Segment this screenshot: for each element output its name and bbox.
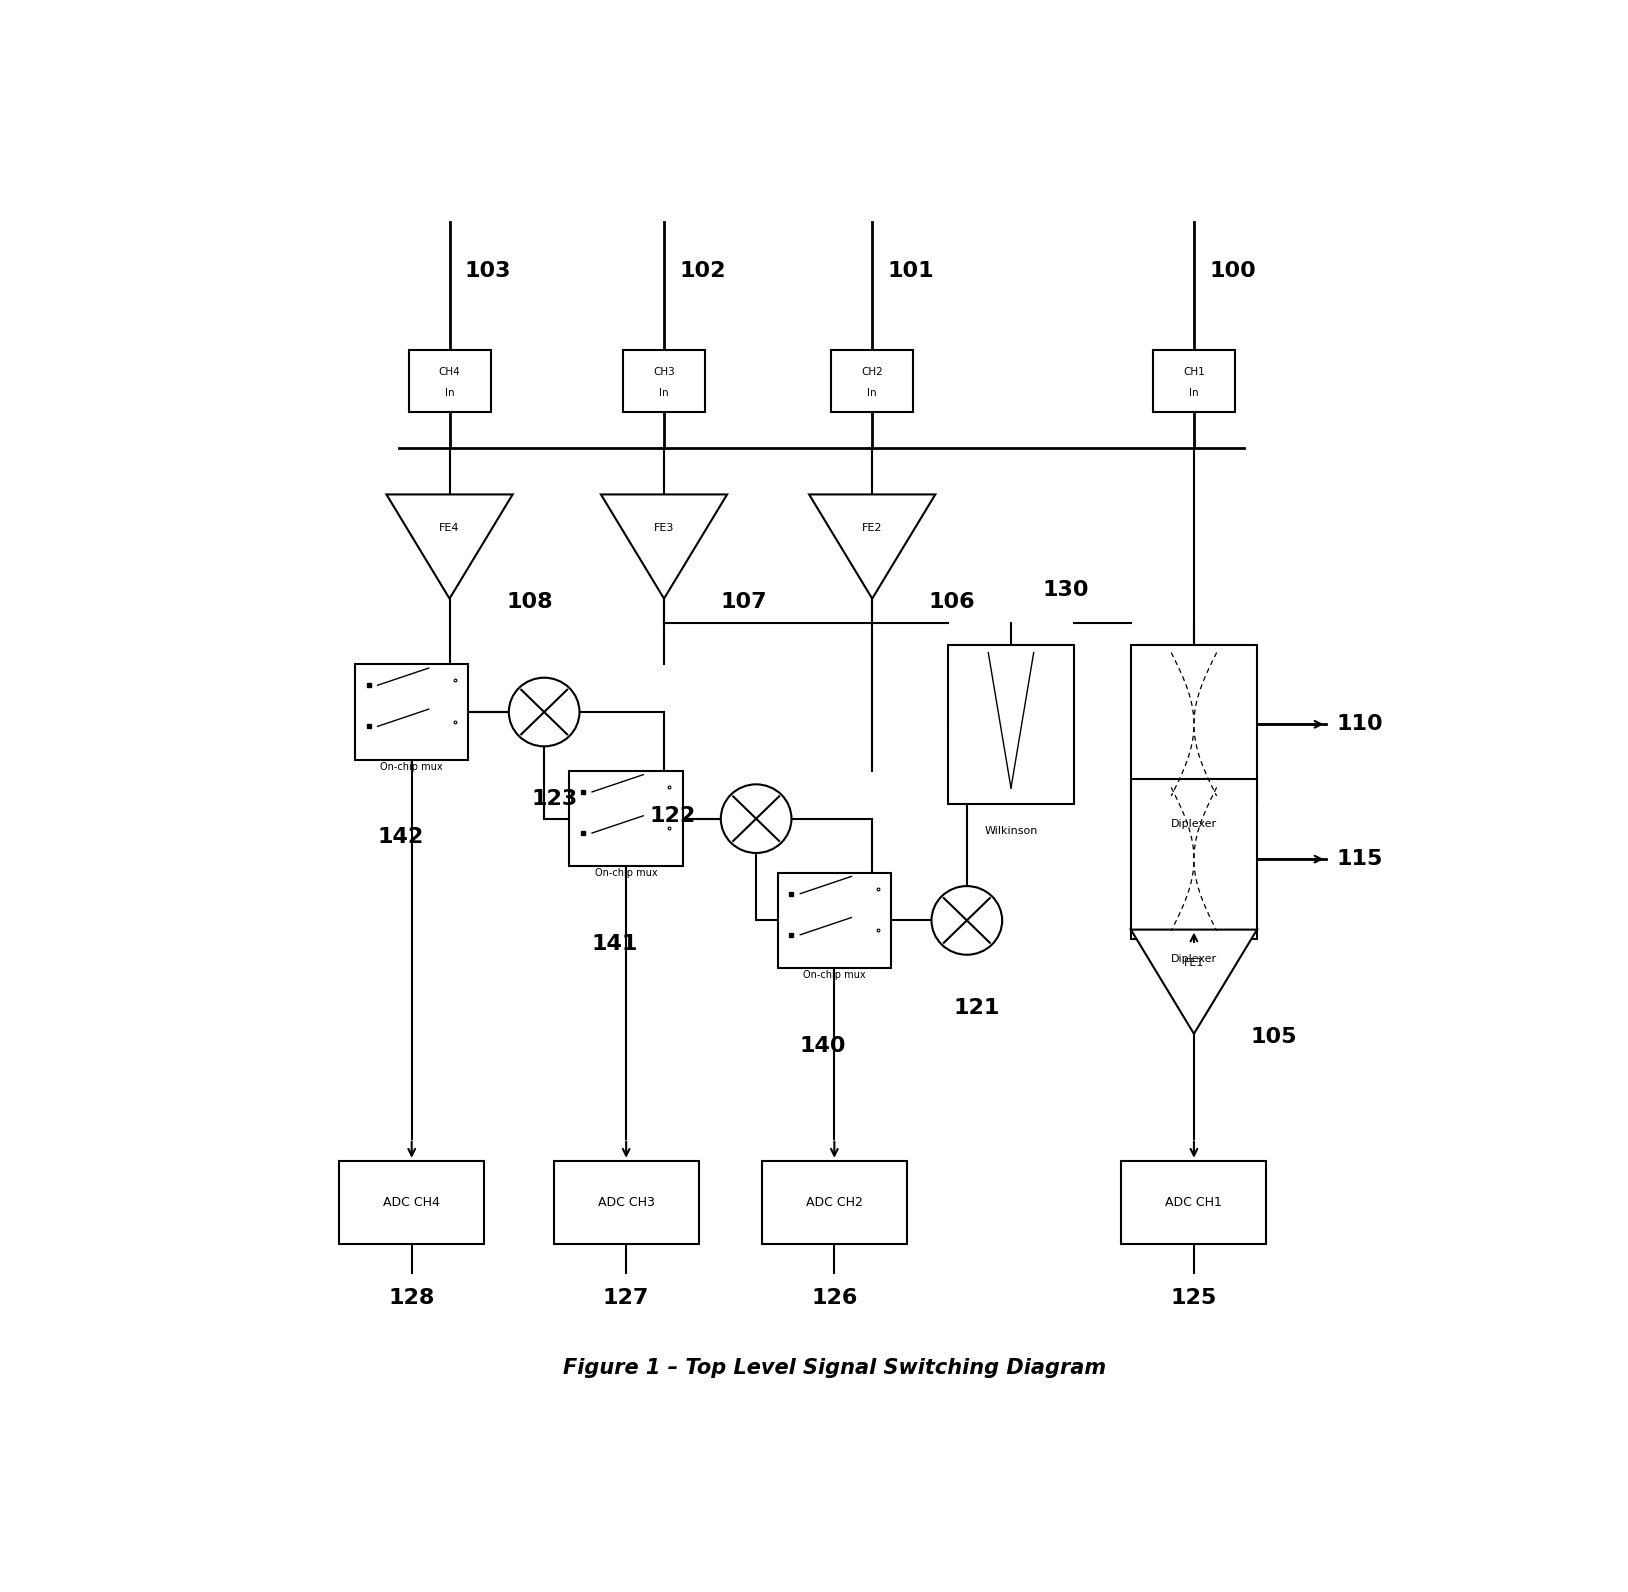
Text: 106: 106 xyxy=(930,592,975,611)
Bar xyxy=(778,872,891,968)
Text: 140: 140 xyxy=(799,1036,847,1055)
Text: 110: 110 xyxy=(1337,715,1384,734)
Polygon shape xyxy=(601,495,728,599)
Text: In: In xyxy=(659,388,669,398)
Text: FE1: FE1 xyxy=(1184,958,1205,968)
Polygon shape xyxy=(809,495,936,599)
Circle shape xyxy=(721,785,791,853)
Bar xyxy=(554,1161,698,1243)
Bar xyxy=(762,1161,907,1243)
Text: 126: 126 xyxy=(811,1288,858,1309)
Bar xyxy=(1153,350,1236,412)
Text: On-chip mux: On-chip mux xyxy=(594,868,658,879)
Text: On-chip mux: On-chip mux xyxy=(381,761,443,772)
Text: In: In xyxy=(444,388,454,398)
Text: 123: 123 xyxy=(531,790,578,809)
Circle shape xyxy=(510,678,580,747)
Text: 108: 108 xyxy=(506,592,554,611)
Text: FE2: FE2 xyxy=(861,524,882,533)
Text: FE3: FE3 xyxy=(654,524,674,533)
Text: Diplexer: Diplexer xyxy=(1171,954,1218,963)
Text: CH1: CH1 xyxy=(1184,368,1205,377)
Text: 141: 141 xyxy=(591,935,638,954)
Text: CH3: CH3 xyxy=(653,368,676,377)
Text: ADC CH1: ADC CH1 xyxy=(1166,1196,1223,1208)
Text: 130: 130 xyxy=(1042,581,1089,600)
Text: FE4: FE4 xyxy=(440,524,459,533)
Polygon shape xyxy=(386,495,513,599)
Circle shape xyxy=(931,887,1003,955)
Bar xyxy=(570,771,684,866)
Text: 107: 107 xyxy=(721,592,767,611)
Text: ADC CH3: ADC CH3 xyxy=(597,1196,654,1208)
Text: Diplexer: Diplexer xyxy=(1171,818,1218,829)
Bar xyxy=(1122,1161,1267,1243)
Bar xyxy=(1131,780,1257,939)
Text: In: In xyxy=(1188,388,1198,398)
Text: 101: 101 xyxy=(887,261,934,280)
Bar xyxy=(1131,645,1257,804)
Bar xyxy=(355,664,469,759)
Text: 103: 103 xyxy=(464,261,511,280)
Text: 122: 122 xyxy=(650,807,697,826)
Text: ADC CH4: ADC CH4 xyxy=(383,1196,440,1208)
Text: On-chip mux: On-chip mux xyxy=(803,970,866,981)
Bar xyxy=(832,350,913,412)
Text: 127: 127 xyxy=(602,1288,650,1309)
Text: Wilkinson: Wilkinson xyxy=(985,826,1037,836)
Text: CH4: CH4 xyxy=(438,368,461,377)
Text: 100: 100 xyxy=(1210,261,1255,280)
Text: 142: 142 xyxy=(378,828,423,847)
Text: 105: 105 xyxy=(1250,1027,1298,1048)
Text: Figure 1 – Top Level Signal Switching Diagram: Figure 1 – Top Level Signal Switching Di… xyxy=(563,1358,1105,1377)
Text: CH2: CH2 xyxy=(861,368,882,377)
Text: ADC CH2: ADC CH2 xyxy=(806,1196,863,1208)
Text: 125: 125 xyxy=(1171,1288,1218,1309)
Text: 115: 115 xyxy=(1337,849,1382,869)
Text: 128: 128 xyxy=(389,1288,435,1309)
Text: 121: 121 xyxy=(954,998,1000,1017)
Bar xyxy=(339,1161,484,1243)
Text: 102: 102 xyxy=(679,261,726,280)
Bar xyxy=(624,350,705,412)
Text: In: In xyxy=(868,388,877,398)
Bar xyxy=(947,645,1074,804)
Bar xyxy=(409,350,490,412)
Polygon shape xyxy=(1131,930,1257,1033)
